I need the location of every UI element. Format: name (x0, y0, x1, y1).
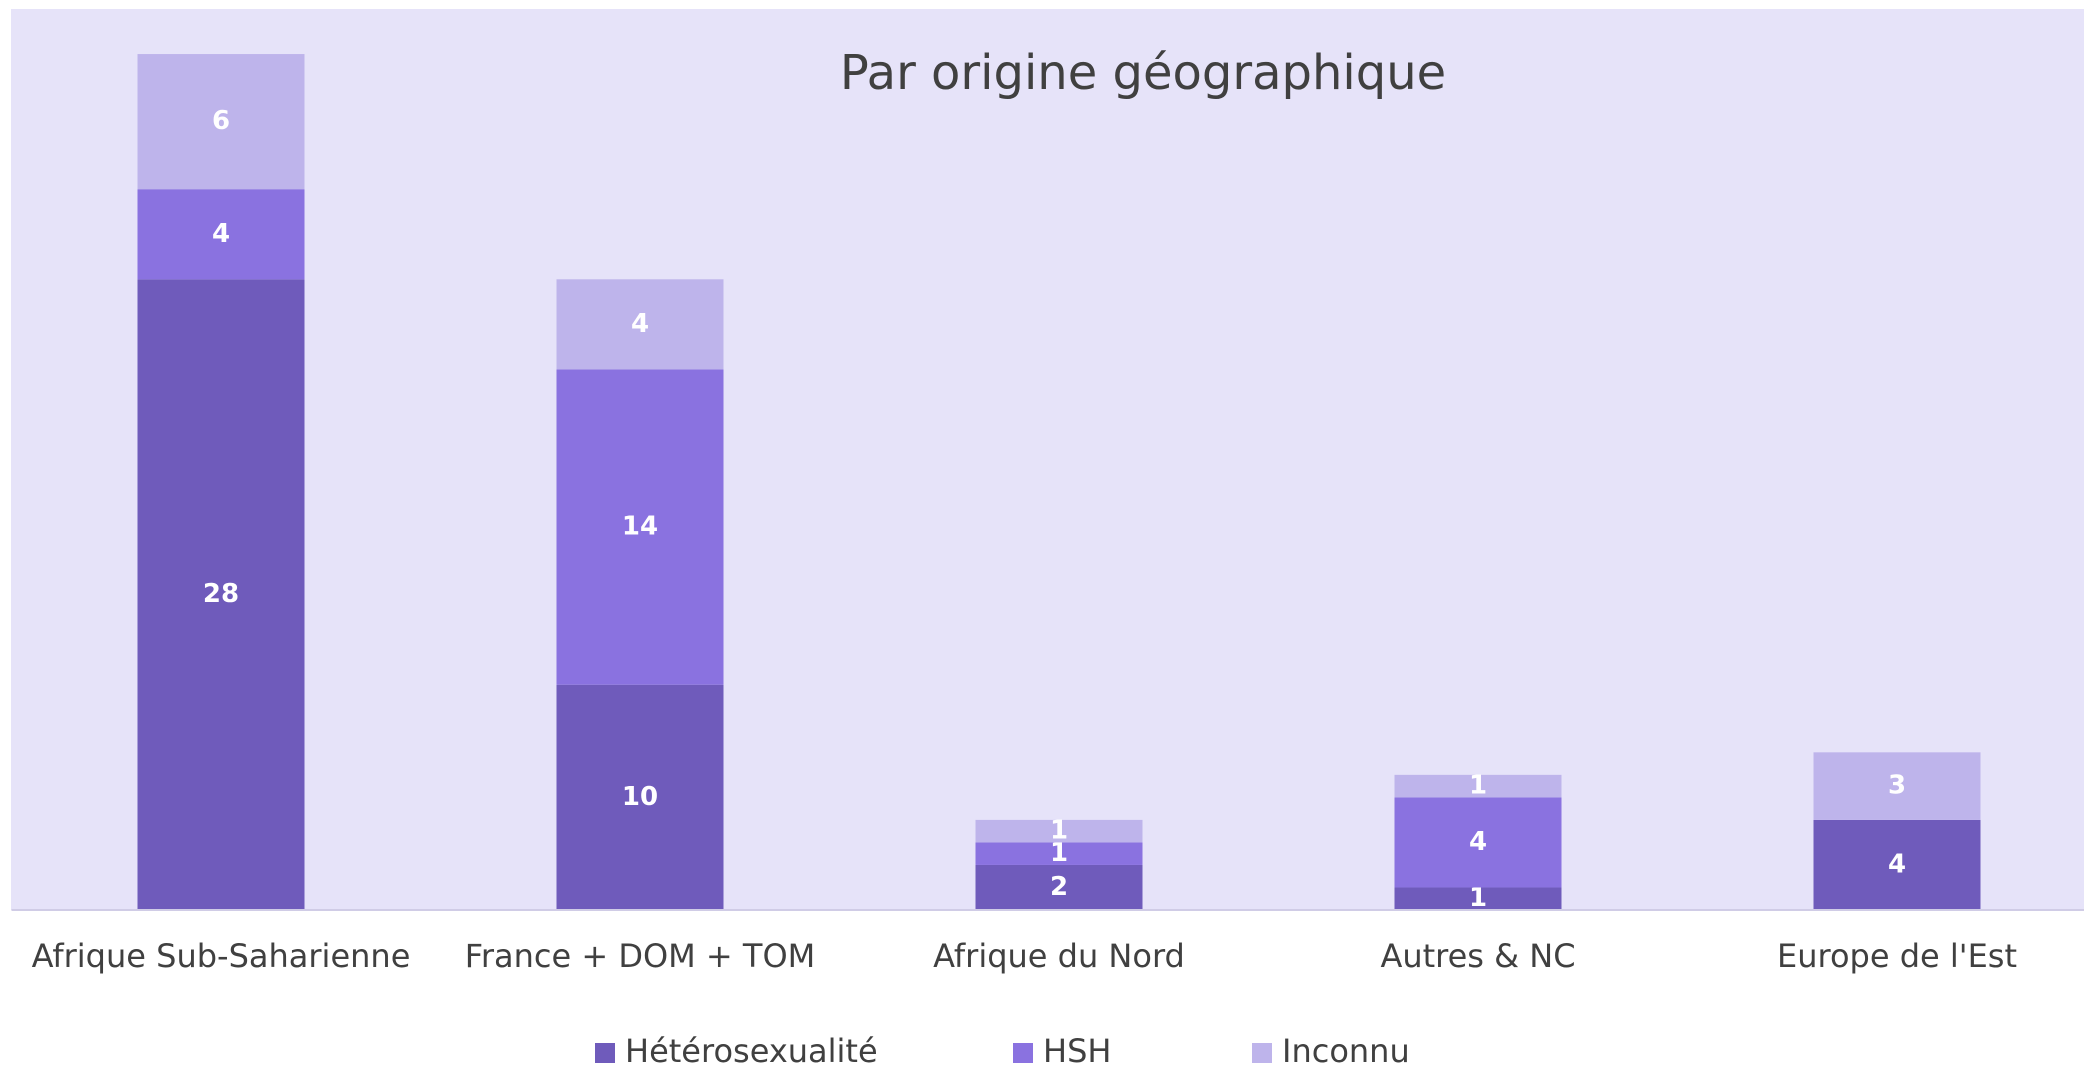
data-label: 4 (1888, 849, 1906, 879)
chart-title: Par origine géographique (840, 45, 1446, 101)
bar-segment (137, 189, 305, 280)
data-label: 10 (622, 782, 658, 812)
legend-label: HSH (1043, 1032, 1111, 1069)
data-label: 4 (1469, 827, 1487, 857)
data-label: 1 (1050, 816, 1068, 846)
x-tick-label: Autres & NC (1380, 937, 1575, 975)
x-tick-label: France + DOM + TOM (465, 937, 816, 975)
bar-segment (975, 842, 1143, 865)
legend-label: Hétérosexualité (625, 1032, 878, 1069)
bar-segment (975, 819, 1143, 843)
bar-segment (556, 369, 724, 685)
bar-segment (1394, 887, 1562, 910)
bar-segment (1394, 774, 1562, 798)
data-label: 28 (203, 579, 239, 609)
plot-background (11, 9, 2084, 910)
data-label: 4 (631, 309, 649, 339)
bar-segment (556, 279, 724, 370)
x-tick-label: Europe de l'Est (1777, 937, 2017, 975)
bar-segment (1394, 797, 1562, 888)
data-label: 2 (1050, 872, 1068, 902)
bar-segment (1813, 819, 1981, 910)
x-tick-label: Afrique Sub-Saharienne (32, 937, 411, 975)
legend-swatch (1252, 1043, 1272, 1063)
data-label: 6 (212, 106, 230, 136)
data-label: 1 (1469, 883, 1487, 913)
data-label: 1 (1469, 771, 1487, 801)
bar-segment (556, 684, 724, 910)
data-label: 4 (212, 219, 230, 249)
x-tick-label: Afrique du Nord (933, 937, 1185, 975)
data-label: 14 (622, 512, 658, 542)
bar-segment (1813, 752, 1981, 820)
legend-swatch (1013, 1043, 1033, 1063)
bar-segment (137, 54, 305, 190)
bar-segment (137, 279, 305, 910)
legend-swatch (595, 1043, 615, 1063)
bar-segment (975, 864, 1143, 910)
legend-label: Inconnu (1282, 1032, 1410, 1069)
data-label: 3 (1888, 771, 1906, 801)
data-label: 1 (1050, 838, 1068, 868)
